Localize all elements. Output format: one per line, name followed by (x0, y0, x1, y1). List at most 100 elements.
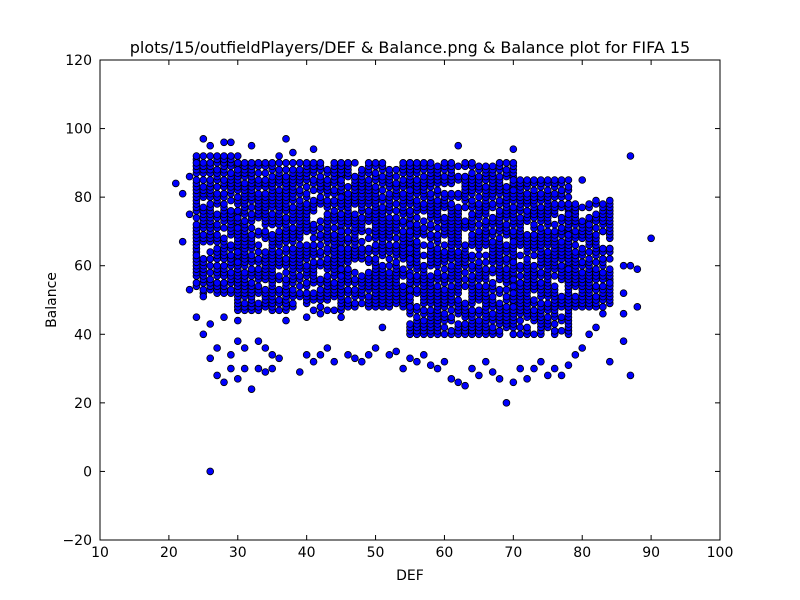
data-point (495, 196, 504, 205)
data-point (468, 196, 476, 205)
data-point (289, 224, 297, 232)
data-point (413, 285, 421, 294)
data-point (557, 371, 566, 380)
data-point (316, 217, 325, 225)
data-point (247, 210, 256, 219)
data-point (213, 261, 221, 270)
data-point (488, 279, 497, 287)
data-point (247, 265, 256, 273)
data-point (626, 152, 635, 160)
data-point (295, 272, 304, 280)
data-point (364, 207, 373, 215)
data-point (426, 231, 435, 239)
data-point (440, 323, 449, 332)
data-point (385, 261, 394, 270)
data-point (605, 279, 614, 287)
data-point (254, 265, 263, 273)
data-point (440, 248, 449, 256)
data-point (392, 207, 401, 215)
data-point (585, 330, 593, 339)
data-point (261, 344, 270, 352)
data-point (454, 203, 463, 212)
data-point (268, 159, 277, 167)
data-point (261, 159, 270, 167)
data-point (261, 169, 270, 177)
data-point (413, 237, 421, 246)
data-point (509, 203, 518, 212)
data-point (502, 183, 511, 191)
data-point (447, 261, 456, 270)
data-point (316, 303, 325, 311)
data-point (261, 368, 270, 376)
data-point (364, 234, 373, 243)
data-point (289, 285, 297, 294)
data-point (419, 251, 428, 260)
data-point (495, 207, 504, 215)
data-point (199, 176, 208, 184)
data-point (523, 189, 531, 198)
data-point (516, 330, 525, 339)
data-point (530, 306, 538, 315)
data-point (454, 141, 463, 150)
data-point (426, 306, 435, 315)
data-point (475, 282, 483, 291)
data-point (302, 261, 311, 270)
data-point (378, 261, 387, 270)
data-point (316, 351, 325, 359)
data-point (227, 268, 235, 277)
data-point (399, 282, 407, 291)
data-point (557, 186, 566, 195)
data-point (240, 217, 249, 225)
data-point (502, 165, 511, 174)
data-point (475, 227, 483, 236)
data-point (302, 183, 311, 191)
data-point (502, 220, 511, 229)
data-point (468, 159, 476, 167)
data-point (233, 207, 242, 215)
data-point (488, 368, 497, 376)
data-point (495, 159, 504, 167)
data-point (440, 241, 449, 249)
data-point (557, 200, 566, 208)
data-point (447, 189, 456, 198)
data-point (185, 210, 194, 219)
data-point (309, 220, 318, 229)
data-point (385, 268, 394, 277)
data-point (233, 165, 242, 174)
data-point (337, 210, 345, 219)
data-point (461, 217, 469, 225)
data-point (316, 258, 325, 267)
data-point (516, 261, 525, 270)
data-point (323, 176, 332, 184)
data-point (392, 172, 401, 181)
data-point (357, 165, 366, 174)
data-point (406, 244, 414, 253)
data-point (344, 296, 352, 304)
data-point (392, 258, 401, 267)
data-point (433, 231, 442, 239)
data-point (454, 162, 463, 171)
data-point (509, 303, 518, 311)
data-point (192, 152, 201, 160)
data-point (268, 364, 277, 373)
data-point (550, 364, 559, 373)
data-point (537, 357, 545, 366)
data-point (213, 165, 221, 174)
data-point (378, 323, 387, 332)
data-point (419, 351, 428, 359)
data-point (454, 172, 463, 181)
data-point (227, 138, 235, 147)
data-point (295, 196, 304, 205)
data-point (406, 255, 414, 263)
data-point (316, 285, 325, 294)
data-point (461, 299, 469, 308)
data-point (213, 210, 221, 219)
data-point (599, 309, 607, 318)
data-point (399, 159, 407, 167)
data-point (495, 234, 504, 243)
data-point (406, 303, 414, 311)
data-point (344, 234, 352, 243)
data-point (344, 189, 352, 198)
data-point (309, 289, 318, 297)
data-point (502, 265, 511, 273)
